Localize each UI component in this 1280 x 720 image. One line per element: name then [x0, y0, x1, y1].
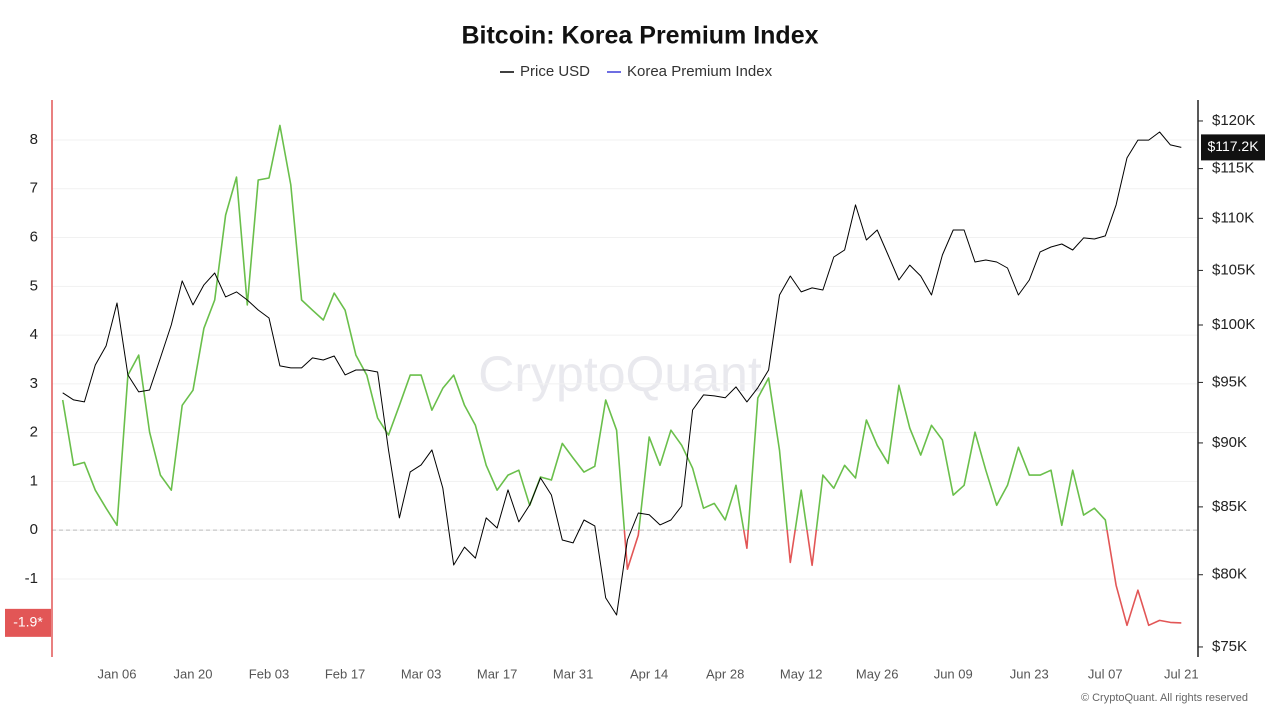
x-tick-label: Apr 14 — [630, 666, 668, 681]
line — [62, 131, 1182, 616]
x-tick-label: Apr 28 — [706, 666, 744, 681]
last-price-label: $117.2K — [1207, 138, 1259, 154]
chart-title: Bitcoin: Korea Premium Index — [461, 22, 818, 50]
y2-tick-label: $95K — [1212, 373, 1247, 390]
y-tick-label: 2 — [30, 424, 38, 441]
copyright: © CryptoQuant. All rights reserved — [1081, 692, 1248, 704]
last-value-badge — [5, 608, 51, 637]
x-tick-label: Jan 20 — [173, 666, 212, 681]
line — [61, 124, 1182, 627]
x-tick-label: Jan 06 — [97, 666, 136, 681]
y-tick-label: 8 — [30, 131, 38, 148]
x-tick-label: Feb 17 — [325, 666, 365, 681]
x-tick-label: Mar 03 — [401, 666, 441, 681]
x-tick-label: Jun 09 — [934, 666, 973, 681]
y-tick-label: 3 — [30, 375, 38, 392]
last-price-badge — [1201, 134, 1265, 161]
y-tick-label: 5 — [30, 277, 38, 294]
y2-tick-label: $90K — [1212, 434, 1247, 451]
y-tick-label: 4 — [30, 326, 38, 343]
y2-tick-label: $110K — [1212, 209, 1254, 226]
y-tick-label: 1 — [30, 472, 38, 489]
y2-tick-label: $75K — [1212, 638, 1247, 655]
y2-tick-label: $120K — [1212, 112, 1255, 129]
x-tick-label: Mar 17 — [477, 666, 517, 681]
y2-tick-label: $80K — [1212, 566, 1247, 583]
y-tick-label: 0 — [30, 521, 38, 538]
x-tick-label: Jun 23 — [1010, 666, 1049, 681]
watermark: CryptoQuant — [478, 346, 762, 402]
y2-tick-label: $105K — [1212, 261, 1255, 278]
y-tick-label: 6 — [30, 229, 38, 246]
y2-tick-label: $100K — [1212, 316, 1255, 333]
x-tick-label: Mar 31 — [553, 666, 593, 681]
y-tick-label: -1 — [25, 570, 38, 587]
x-tick-label: May 12 — [780, 666, 823, 681]
last-value-label: -1.9* — [13, 614, 43, 630]
y2-tick-label: $115K — [1212, 160, 1254, 177]
legend-label: Korea Premium Index — [627, 63, 773, 80]
x-tick-label: Jul 21 — [1164, 666, 1199, 681]
x-tick-label: Feb 03 — [249, 666, 289, 681]
legend-label: Price USD — [520, 63, 590, 80]
x-tick-label: May 26 — [856, 666, 899, 681]
x-tick-label: Jul 07 — [1088, 666, 1123, 681]
y-tick-label: 7 — [30, 180, 38, 197]
y2-tick-label: $85K — [1212, 498, 1247, 515]
